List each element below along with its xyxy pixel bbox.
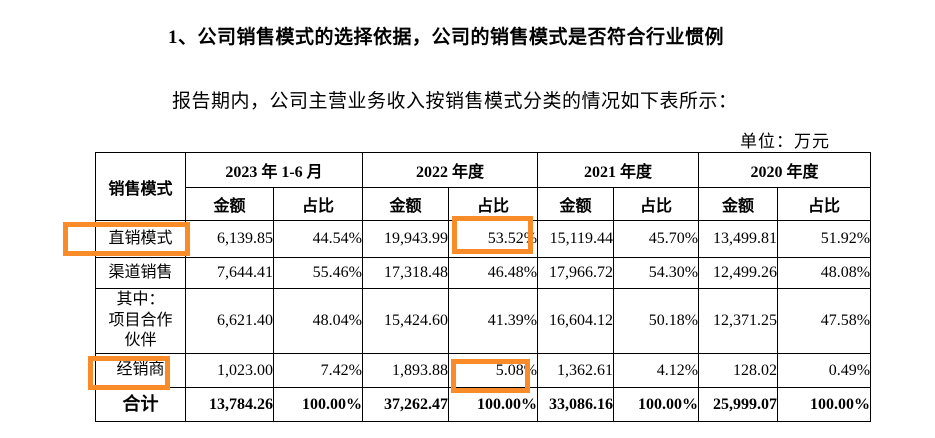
cell: 44.54% [273,220,363,258]
cell: 12,371.25 [698,288,779,354]
subheader-amount: 金额 [185,187,274,221]
cell: 1,362.61 [537,353,615,388]
cell: 48.08% [777,257,872,289]
cell-highlighted: 53.52% [447,220,539,258]
period-header-2023: 2023 年 1-6 月 [185,152,363,188]
sales-mode-table: 销售模式 2023 年 1-6 月 2022 年度 2021 年度 2020 年… [95,152,872,422]
cell: 7,644.41 [185,257,274,289]
row-label: 直销模式 [95,220,186,258]
cell: 4.12% [613,353,700,388]
cell: 6,139.85 [185,220,274,258]
cell: 54.30% [613,257,700,289]
cell: 50.18% [613,288,700,354]
unit-label: 单位：万元 [740,132,830,151]
header-row-measures: 金额 占比 金额 占比 金额 占比 金额 占比 [96,187,872,221]
period-header-2022: 2022 年度 [361,152,539,188]
cell: 15,424.60 [362,288,449,354]
corner-header: 销售模式 [95,152,186,221]
intro-paragraph: 报告期内，公司主营业务收入按销售模式分类的情况如下表所示： [172,91,738,112]
cell: 13,499.81 [698,220,779,258]
cell: 100.00% [777,387,872,422]
cell: 16,604.12 [537,288,615,354]
subheader-amount: 金额 [698,187,779,221]
cell: 17,966.72 [537,257,615,289]
cell: 45.70% [613,220,700,258]
cell: 46.48% [447,257,539,289]
cell: 100.00% [447,387,539,422]
section-heading: 1、公司销售模式的选择依据，公司的销售模式是否符合行业惯例 [168,27,725,48]
period-header-2021: 2021 年度 [537,152,700,188]
subheader-amount: 金额 [362,187,449,221]
subheader-ratio: 占比 [273,187,363,221]
cell: 12,499.26 [698,257,779,289]
period-header-2020: 2020 年度 [698,152,872,188]
cell: 41.39% [447,288,539,354]
cell: 19,943.99 [362,220,449,258]
table-row-direct-sales: 直销模式 6,139.85 44.54% 19,943.99 53.52% 15… [95,220,872,258]
cell: 100.00% [273,387,363,422]
cell: 1,023.00 [185,353,274,388]
cell: 17,318.48 [362,257,449,289]
table-row-total: 合计 13,784.26 100.00% 37,262.47 100.00% 3… [95,387,872,422]
subheader-amount: 金额 [537,187,615,221]
row-label: 其中： 项目合作 伙伴 [95,288,186,354]
cell-highlighted: 5.08% [447,353,539,388]
cell: 1,893.88 [362,353,449,388]
cell: 25,999.07 [698,387,779,422]
table-row-project-partners: 其中： 项目合作 伙伴 6,621.40 48.04% 15,424.60 41… [95,288,872,354]
cell: 51.92% [777,220,872,258]
cell: 13,784.26 [185,387,274,422]
subheader-ratio: 占比 [613,187,700,221]
row-label: 经销商 [95,353,186,388]
header-row-periods: 销售模式 2023 年 1-6 月 2022 年度 2021 年度 2020 年… [95,152,872,221]
cell: 48.04% [273,288,363,354]
cell: 0.49% [777,353,872,388]
cell: 37,262.47 [362,387,449,422]
cell: 6,621.40 [185,288,274,354]
subheader-ratio: 占比 [777,187,872,221]
table-row-distributors: 经销商 1,023.00 7.42% 1,893.88 5.08% 1,362.… [95,353,872,388]
cell: 55.46% [273,257,363,289]
cell: 15,119.44 [537,220,615,258]
row-label: 渠道销售 [95,257,186,289]
cell: 128.02 [698,353,779,388]
cell: 100.00% [613,387,700,422]
cell: 47.58% [777,288,872,354]
row-label: 合计 [95,387,186,422]
cell: 7.42% [273,353,363,388]
table-row-channel-sales: 渠道销售 7,644.41 55.46% 17,318.48 46.48% 17… [95,257,872,289]
cell: 33,086.16 [537,387,615,422]
subheader-ratio: 占比 [447,187,539,221]
